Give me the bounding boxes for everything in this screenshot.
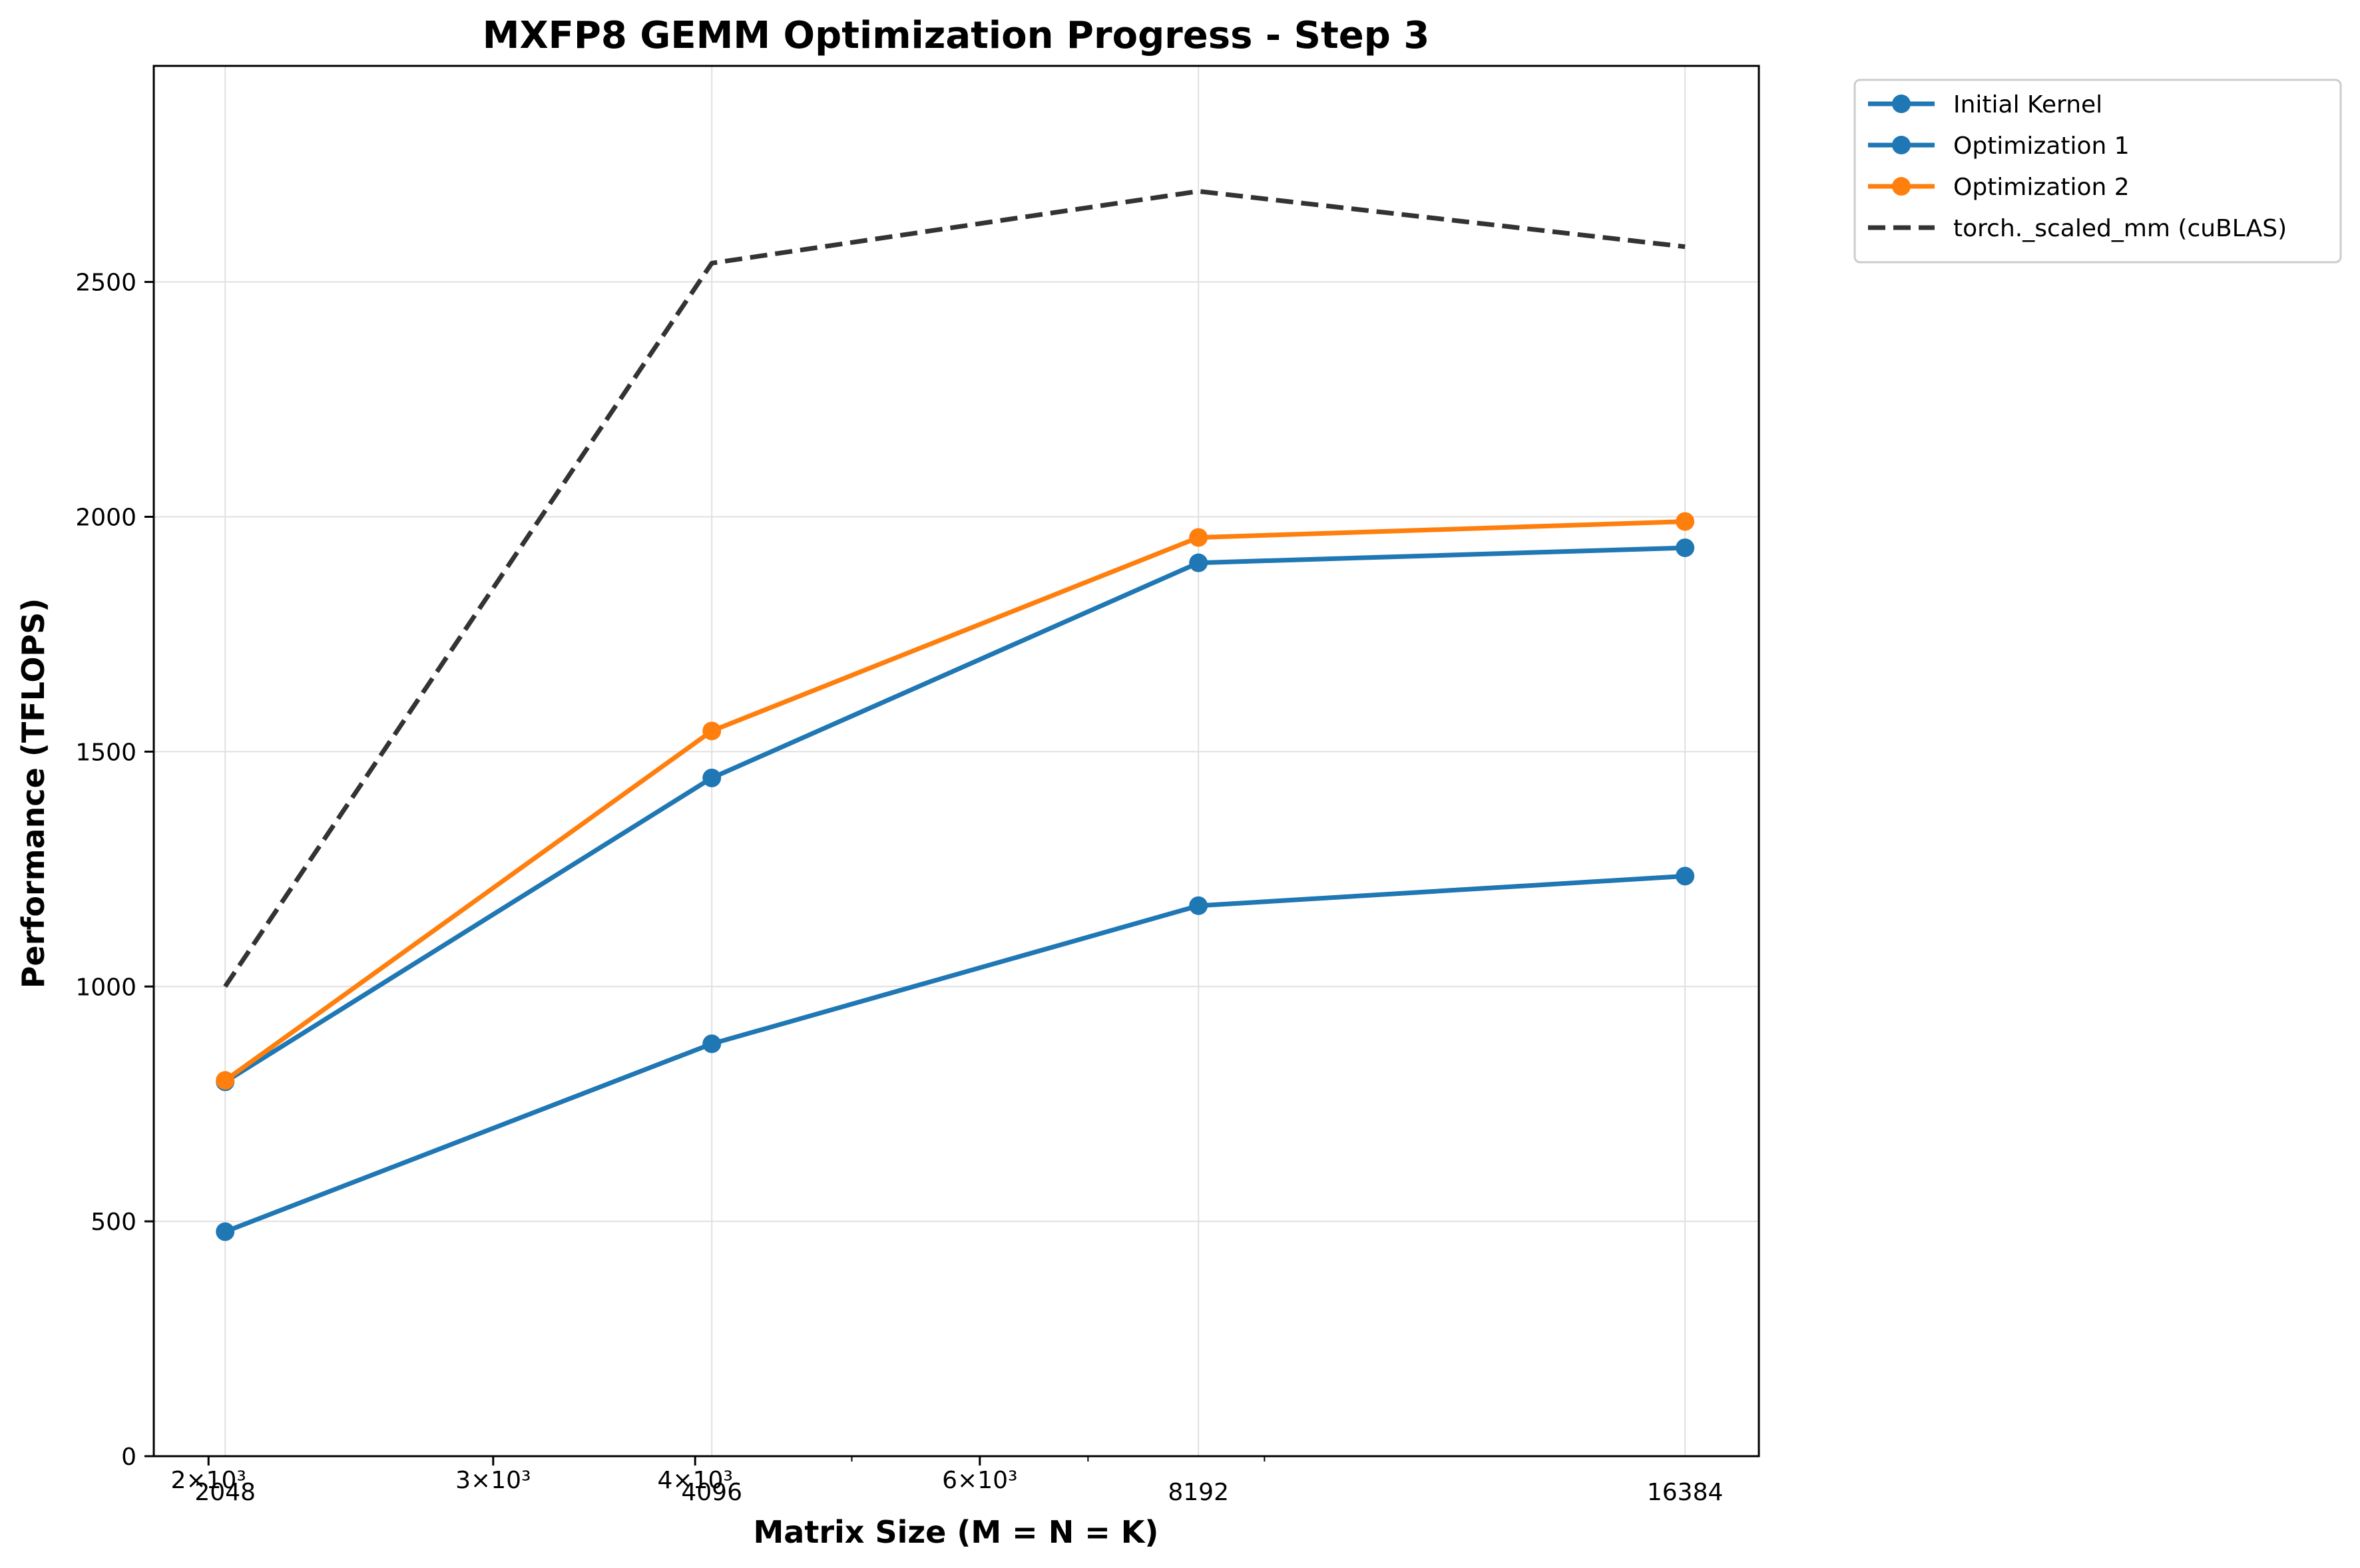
series-line-0 (224, 873, 1686, 1234)
y-tick-label: 1500 (75, 739, 136, 766)
plot-series (216, 188, 1695, 1241)
x-log-tick-label: 6×10³ (942, 1467, 1017, 1494)
x-log-tick-label: 3×10³ (455, 1467, 531, 1494)
legend-label: Optimization 2 (1953, 174, 2130, 201)
legend-label: Initial Kernel (1953, 91, 2102, 118)
plot-frame (152, 65, 1760, 1458)
legend-swatch-marker (1892, 136, 1911, 154)
x-tick-label: 16384 (1647, 1479, 1724, 1506)
data-point (216, 1222, 235, 1241)
y-tick-label: 1000 (75, 974, 136, 1001)
y-axis-label: Performance (TFLOPS) (15, 598, 51, 989)
chart-title: MXFP8 GEMM Optimization Progress - Step … (483, 14, 1430, 57)
legend-swatch-marker (1892, 177, 1911, 196)
y-tick-label: 2000 (75, 504, 136, 532)
x-tick-label: 8192 (1168, 1479, 1229, 1506)
legend-swatch-marker (1892, 95, 1911, 113)
legend-label: torch._scaled_mm (cuBLAS) (1953, 215, 2287, 242)
legend: Initial Kernel Optimization 1 Optimization… (1853, 79, 2342, 264)
y-tick-label: 0 (121, 1444, 136, 1471)
x-axis-label: Matrix Size (M = N = K) (754, 1514, 1159, 1550)
data-point (1189, 528, 1208, 547)
series-line-3 (223, 188, 1686, 988)
data-point (702, 1034, 722, 1054)
data-point (702, 768, 722, 787)
legend-box (1853, 79, 2342, 264)
y-tick-label: 2500 (75, 270, 136, 297)
data-point (1676, 538, 1695, 558)
legend-label: Optimization 1 (1953, 132, 2130, 160)
x-tick-label: 4096 (681, 1479, 742, 1506)
x-tick-label: 2048 (194, 1479, 256, 1506)
y-tick-label: 500 (91, 1209, 136, 1236)
data-point (1189, 896, 1208, 915)
series-line-1 (224, 545, 1686, 1084)
data-point (1189, 553, 1208, 572)
series-line-2 (224, 519, 1686, 1083)
axis-ticks: 0 500 1000 1500 2000 2500 2048 4096 8192 16384 2×1… (75, 270, 1723, 1506)
data-point (702, 721, 722, 741)
data-point (216, 1071, 235, 1090)
x-log-tick-label: 2×10³ (171, 1467, 246, 1494)
data-point (1676, 867, 1695, 886)
data-point (1676, 512, 1695, 531)
x-log-tick-label: 4×10³ (658, 1467, 733, 1494)
